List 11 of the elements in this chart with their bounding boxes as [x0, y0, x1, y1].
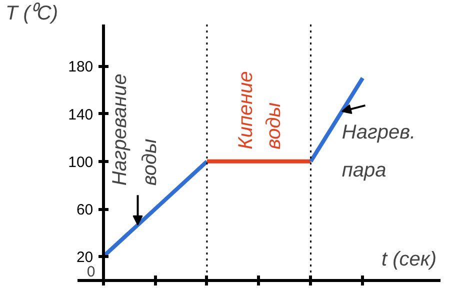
- y-axis-title: T (⁰C): [6, 2, 58, 24]
- y-tick-label: 100: [68, 154, 94, 171]
- annotation: Нагрев. пара: [342, 121, 416, 182]
- x-axis-title: t (сек): [382, 248, 436, 270]
- y-tick-label: 20: [76, 249, 94, 266]
- annotation: Кипение воды: [234, 71, 285, 150]
- y-tick-label: 60: [76, 202, 94, 219]
- annotation: 0: [86, 264, 96, 280]
- y-tick-label: 180: [68, 58, 94, 76]
- annotation: Нагревание воды: [108, 74, 161, 186]
- y-tick-label: 140: [68, 106, 94, 124]
